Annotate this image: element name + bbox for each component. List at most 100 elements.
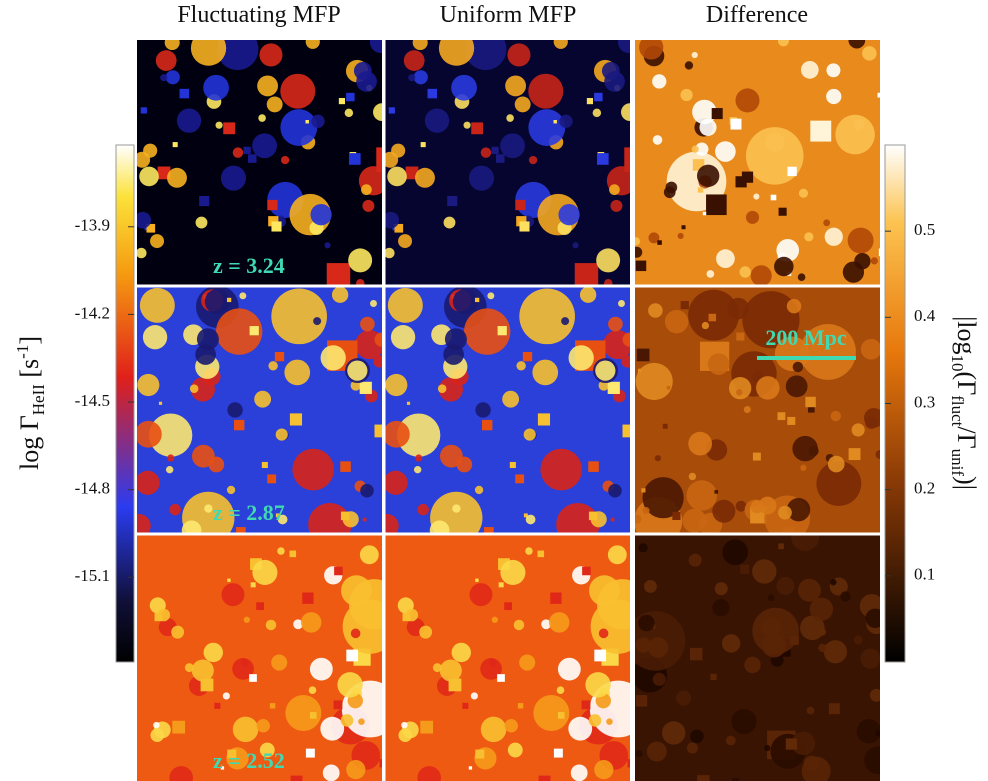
map-pixel [740, 565, 749, 574]
map-blob [652, 74, 666, 88]
map-blob [800, 465, 806, 471]
map-blob [167, 168, 187, 188]
map-pixel [290, 413, 302, 425]
map-blob [311, 115, 324, 128]
redshift-label: z = 2.87 [213, 500, 285, 525]
map-blob [166, 70, 180, 84]
map-blob [150, 234, 164, 248]
map-blob [635, 750, 642, 757]
column-title: Difference [706, 2, 808, 28]
map-blob [591, 511, 607, 527]
redshift-label: z = 3.24 [213, 253, 285, 278]
map-pixel [597, 153, 609, 165]
map-pixel [290, 551, 297, 558]
map-blob [362, 200, 374, 212]
map-blob [321, 345, 346, 370]
map-blob [871, 257, 878, 264]
map-blob [203, 75, 229, 101]
map-pixel [214, 703, 220, 709]
map-pixel [594, 93, 602, 101]
map-pixel [201, 679, 214, 692]
map-pixel [510, 462, 516, 468]
map-blob [618, 300, 625, 307]
map-pixel [159, 402, 162, 405]
map-pixel [180, 89, 189, 98]
map-pixel [731, 119, 742, 130]
map-blob [744, 657, 760, 673]
map-blob [320, 717, 344, 741]
map-blob [417, 504, 429, 516]
map-blob [134, 212, 151, 229]
map-blob [414, 70, 428, 84]
map-blob [310, 204, 331, 225]
map-blob [347, 360, 367, 380]
map-pixel [539, 776, 551, 781]
colorbar-tick-label: -14.5 [75, 391, 110, 410]
map-pixel [681, 301, 689, 309]
map-blob [804, 756, 820, 772]
map-blob [481, 147, 491, 157]
map-blob [840, 591, 850, 601]
map-pixel [271, 221, 281, 231]
map-blob [348, 248, 372, 272]
colorbar-tick-label: 0.1 [914, 565, 935, 584]
map-blob [508, 743, 523, 758]
map-blob [638, 543, 647, 552]
map-blob [831, 411, 841, 421]
map-blob [689, 473, 696, 480]
colorbar-tick-label: 0.3 [914, 392, 935, 411]
map-blob [166, 466, 173, 473]
map-blob [440, 659, 462, 681]
map-pixel [349, 153, 361, 165]
label-sup: -1 [13, 345, 32, 359]
map-blob [310, 658, 333, 681]
map-blob [252, 133, 277, 158]
map-blob [608, 545, 627, 564]
map-blob [830, 579, 836, 585]
field-map [137, 535, 400, 781]
map-blob [680, 89, 692, 101]
map-blob [401, 722, 407, 728]
map-pixel [497, 674, 505, 682]
column-title: Fluctuating MFP [177, 2, 340, 28]
map-blob [135, 421, 162, 448]
map-blob [515, 96, 531, 112]
right-colorbar-label: |log10(Γfluct/Γunif)| [948, 316, 981, 490]
field-map [385, 535, 648, 781]
label-part: |log [952, 316, 981, 354]
map-blob [252, 560, 277, 585]
map-blob [554, 35, 568, 49]
map-pixel [523, 352, 532, 361]
map-pixel [227, 298, 231, 302]
map-blob [405, 609, 418, 622]
map-blob [764, 745, 770, 751]
map-pixel [714, 490, 718, 494]
map-blob [425, 108, 449, 132]
map-blob [678, 233, 684, 239]
map-blob [608, 317, 623, 332]
map-blob [157, 609, 170, 622]
map-pixel [637, 349, 650, 362]
map-pixel [447, 196, 457, 206]
map-blob [419, 626, 432, 639]
map-blob [525, 547, 532, 554]
map-pixel [270, 703, 275, 708]
map-blob [323, 764, 340, 781]
map-pixel [504, 602, 512, 610]
map-blob [596, 248, 620, 272]
map-blob [569, 345, 594, 370]
map-pixel [538, 551, 545, 558]
map-blob [301, 612, 321, 632]
map-pixel [594, 650, 606, 662]
map-blob [516, 361, 525, 370]
map-blob [204, 504, 212, 512]
map-blob [689, 554, 702, 567]
map-blob [475, 486, 483, 494]
panels [127, 28, 892, 781]
map-blob [653, 673, 666, 686]
left-colorbar-label: log ΓHeII [s-1] [13, 336, 48, 470]
map-blob [451, 75, 477, 101]
map-pixel [346, 650, 358, 662]
map-blob [244, 617, 250, 623]
map-pixel [575, 263, 598, 286]
